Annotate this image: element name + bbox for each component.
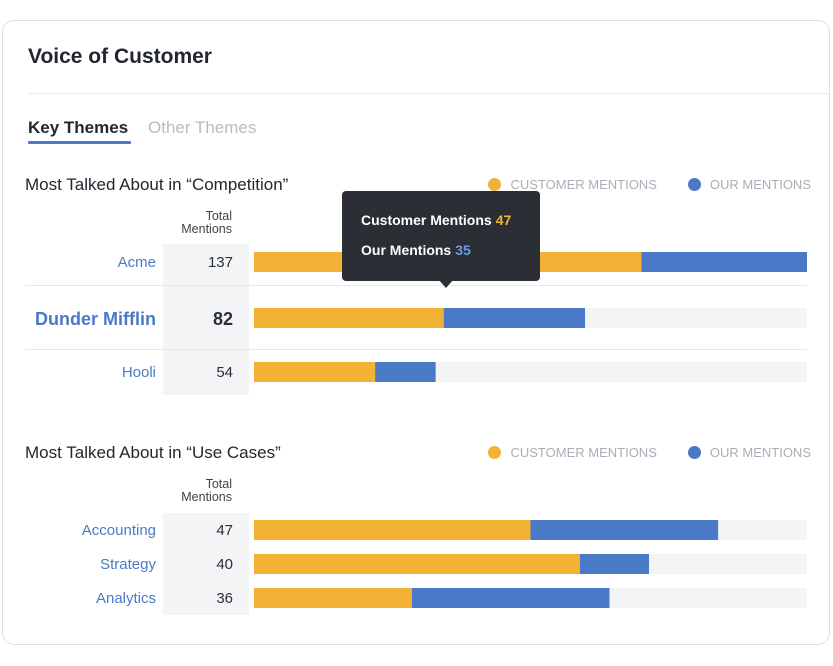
total-value: 36 — [216, 590, 233, 607]
category-label[interactable]: Strategy — [100, 556, 156, 573]
title-divider — [28, 93, 829, 94]
our-mentions-bar[interactable] — [530, 520, 719, 540]
legend-customer: CUSTOMER MENTIONS — [488, 445, 657, 460]
our-mentions-bar[interactable] — [641, 252, 807, 272]
competition-section-title: Most Talked About in “Competition” — [25, 175, 289, 194]
category-label[interactable]: Accounting — [82, 522, 156, 539]
legend-ours-label: OUR MENTIONS — [709, 177, 811, 192]
customer-mentions-bar[interactable] — [254, 554, 580, 574]
total-header-line1: Total Mentions — [181, 209, 232, 236]
tooltip-arrow — [438, 279, 454, 288]
our-mentions-bar[interactable] — [412, 588, 610, 608]
total-value: 40 — [216, 556, 233, 573]
bar-tooltip: Customer Mentions 47 Our Mentions 35 — [342, 191, 540, 288]
legend-customer-label: CUSTOMER MENTIONS — [510, 177, 657, 192]
row-divider — [25, 285, 807, 286]
total-value: 54 — [216, 364, 233, 381]
customer-mentions-bar[interactable] — [254, 520, 531, 540]
row-divider — [25, 349, 807, 350]
total-column-bg — [163, 244, 249, 395]
use-cases-section-title: Most Talked About in “Use Cases” — [25, 443, 281, 462]
total-value: 47 — [216, 522, 233, 539]
category-label[interactable]: Analytics — [96, 590, 156, 607]
legend-ours-label: OUR MENTIONS — [709, 445, 811, 460]
legend-ours: OUR MENTIONS — [687, 445, 811, 460]
total-value: 137 — [208, 254, 233, 271]
our-mentions-bar[interactable] — [375, 362, 436, 382]
legend-customer: CUSTOMER MENTIONS — [488, 177, 657, 192]
competition-total-header: Total Mentions — [160, 210, 232, 236]
tooltip-ours-label: Our Mentions — [361, 242, 452, 258]
voice-of-customer-card: Voice of Customer Key Themes Other Theme… — [2, 20, 830, 645]
tooltip-ours-value: 35 — [455, 242, 471, 258]
use-cases-legend: CUSTOMER MENTIONS OUR MENTIONS — [488, 445, 811, 460]
customer-dot-icon — [488, 178, 502, 191]
active-tab-indicator — [28, 141, 131, 144]
card-title: Voice of Customer — [28, 45, 212, 68]
tooltip-customer-value: 47 — [495, 212, 512, 228]
ours-dot-icon — [687, 446, 701, 459]
competition-legend: CUSTOMER MENTIONS OUR MENTIONS — [488, 177, 811, 192]
total-value: 82 — [213, 309, 233, 329]
category-label[interactable]: Acme — [118, 254, 156, 271]
tooltip-customer-label: Customer Mentions — [361, 212, 492, 228]
use-cases-total-header: Total Mentions — [160, 478, 232, 504]
customer-mentions-bar[interactable] — [254, 308, 444, 328]
legend-ours: OUR MENTIONS — [687, 177, 811, 192]
our-mentions-bar[interactable] — [443, 308, 585, 328]
total-column-bg — [163, 513, 249, 615]
total-header-line1: Total Mentions — [181, 477, 232, 504]
tab-key-themes[interactable]: Key Themes — [28, 118, 129, 137]
ours-dot-icon — [687, 178, 701, 191]
our-mentions-bar[interactable] — [579, 554, 649, 574]
tab-other-themes[interactable]: Other Themes — [148, 118, 257, 137]
category-label[interactable]: Dunder Mifflin — [35, 309, 156, 329]
category-label[interactable]: Hooli — [122, 364, 156, 381]
customer-mentions-bar[interactable] — [254, 588, 412, 608]
customer-mentions-bar[interactable] — [254, 362, 376, 382]
legend-customer-label: CUSTOMER MENTIONS — [510, 445, 657, 460]
customer-dot-icon — [488, 446, 502, 459]
